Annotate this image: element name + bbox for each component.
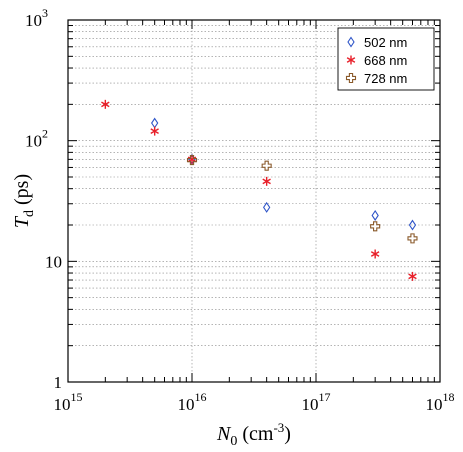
legend: 502 nm 668 nm 728 nm xyxy=(337,27,435,91)
y-axis-label: Td (ps) xyxy=(11,174,37,228)
data-point-series-2-3 xyxy=(407,233,418,244)
x-tick-label: 1017 xyxy=(302,390,331,414)
data-point-series-1-0 xyxy=(101,99,110,109)
data-points xyxy=(101,99,418,281)
legend-label: 502 nm xyxy=(364,35,407,50)
data-point-series-0-2 xyxy=(262,201,271,213)
plot-area-frame xyxy=(67,19,441,383)
data-point-series-1-3 xyxy=(262,176,271,186)
legend-marker-0 xyxy=(347,36,355,48)
data-point-series-0-4 xyxy=(408,219,417,231)
data-point-series-1-2 xyxy=(187,154,197,164)
legend-marker-2 xyxy=(345,72,357,84)
grid-lines xyxy=(68,20,440,382)
data-point-series-2-2 xyxy=(370,221,381,232)
y-tick-label: 10 xyxy=(45,252,62,271)
tick-labels: 1015 1016 1017 1018 1 10 102 103 xyxy=(25,6,455,414)
legend-label: 728 nm xyxy=(364,71,407,86)
x-axis-label: N0 (cm-3) xyxy=(216,420,291,449)
y-tick-label: 1 xyxy=(54,373,63,392)
legend-label: 668 nm xyxy=(364,53,407,68)
legend-marker-1 xyxy=(346,55,356,65)
data-point-series-0-3 xyxy=(371,209,379,221)
data-point-series-1-4 xyxy=(370,249,380,259)
data-point-series-1-5 xyxy=(408,271,417,281)
x-tick-label: 1016 xyxy=(178,390,207,414)
y-tick-label: 103 xyxy=(25,6,48,30)
data-point-series-2-1 xyxy=(261,160,272,171)
data-point-series-1-1 xyxy=(150,126,159,136)
x-tick-label: 1018 xyxy=(426,390,455,414)
y-tick-label: 102 xyxy=(25,127,48,151)
x-tick-label: 1015 xyxy=(54,390,83,414)
data-point-series-2-0 xyxy=(186,155,198,166)
